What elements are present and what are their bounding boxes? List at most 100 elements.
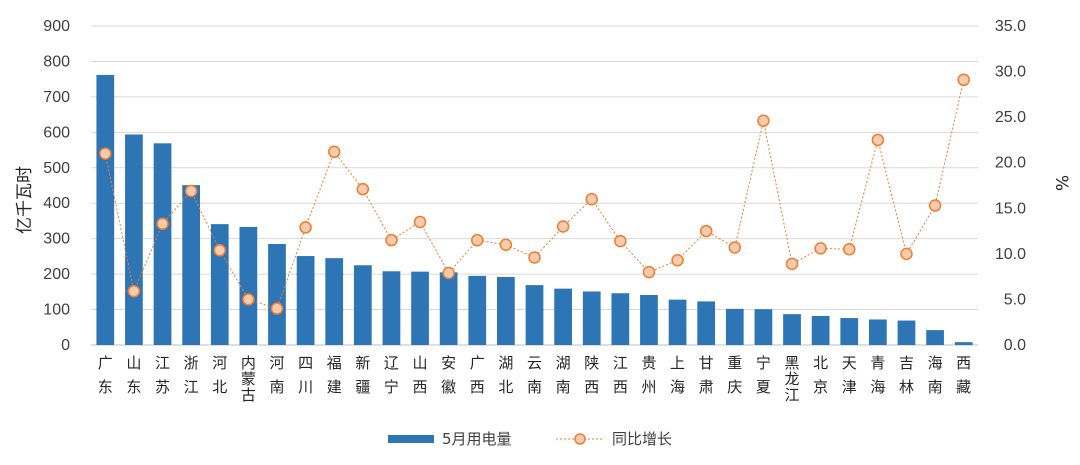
category-label: 吉林 [899,354,914,396]
y2-tick-label: 25.0 [995,109,1026,126]
bar [811,315,830,345]
y2-tick-label: 0.0 [1004,337,1026,354]
y-axis-title: 亿千瓦时 [15,166,35,234]
category-label: 陕西 [584,354,599,396]
y-tick-label: 400 [43,195,70,212]
bar [382,271,401,345]
category-label: 湖北 [498,354,513,396]
y2-tick-label: 35.0 [995,18,1026,35]
growth-point [728,241,742,254]
category-label: 湖南 [556,354,571,396]
bar [926,330,944,345]
growth-point [270,302,284,315]
bar [125,134,143,345]
category-label: 河北 [212,354,227,396]
growth-point [299,221,312,234]
category-label: 甘肃 [699,354,714,396]
category-label: 上海 [670,354,685,396]
y-tick-label: 500 [43,160,70,177]
y-tick-label: 300 [43,231,70,248]
left-axis-ticks: 0 100 200 300 400 500 600 700 800 900 [43,18,70,354]
growth-point [327,145,341,159]
growth-point [642,265,656,279]
category-label: 山东 [126,354,141,396]
growth-point [127,284,141,298]
y-tick-label: 0 [61,337,70,354]
bar [182,185,201,345]
growth-point [556,220,570,233]
growth-point [785,257,799,271]
y2-tick-label: 20.0 [995,155,1026,172]
line-series [99,73,970,315]
growth-point [757,114,770,128]
growth-point [156,217,169,231]
bar [954,342,973,345]
growth-point [842,243,856,256]
bar [582,291,601,345]
y2-tick-label: 15.0 [995,200,1026,217]
growth-point [671,253,684,267]
bar [897,320,916,345]
growth-point [585,192,598,206]
bar [439,272,458,345]
bar [525,285,544,345]
y-tick-label: 800 [43,53,70,70]
growth-point [471,233,484,247]
category-label: 广东 [98,354,113,396]
category-label: 广西 [470,354,485,396]
y-tick-label: 100 [43,302,70,319]
y2-axis-title: % [1051,175,1071,191]
y-tick-label: 600 [43,124,70,141]
bar [840,318,859,345]
legend-bar-label: 5月用电量 [442,430,512,448]
bar [754,309,773,345]
category-label: 黑龙江 [785,354,800,404]
category-label: 浙江 [184,354,199,396]
category-label: 北京 [813,354,828,396]
y-tick-label: 900 [43,18,70,35]
category-label: 重庆 [727,354,742,396]
category-label: 天津 [842,354,857,396]
category-label: 福建 [327,354,342,396]
bar [611,293,630,345]
legend-bar-swatch [388,435,434,443]
category-label: 河南 [269,354,284,396]
category-label: 安徽 [441,354,456,396]
y-tick-label: 200 [43,266,70,283]
growth-point [356,182,370,196]
bar [296,256,315,345]
y-tick-label: 700 [43,89,70,106]
growth-point [528,251,541,264]
category-label: 云南 [527,354,542,396]
category-label: 青海 [870,354,885,396]
y2-tick-label: 10.0 [995,246,1026,263]
growth-point [442,266,455,280]
category-label: 宁夏 [756,354,771,396]
growth-point [242,293,255,306]
bar-series [96,74,973,345]
growth-point [413,215,427,229]
growth-point [871,133,885,147]
bar [668,299,687,345]
bar [468,275,487,345]
bar [353,265,372,345]
bar [268,243,286,345]
growth-point [699,224,713,238]
growth-point [385,233,398,247]
category-label: 西藏 [956,354,971,396]
category-label: 贵州 [641,354,656,396]
growth-point [213,243,227,257]
bar [725,308,744,345]
category-label: 内蒙古 [241,354,256,404]
legend-line-marker [574,433,586,445]
growth-point [900,247,913,261]
bar [783,314,801,345]
growth-point [957,73,970,87]
growth-point [499,238,513,251]
y2-tick-label: 5.0 [1004,291,1026,308]
bar [640,295,658,345]
bar [239,226,258,345]
bar [497,276,515,345]
